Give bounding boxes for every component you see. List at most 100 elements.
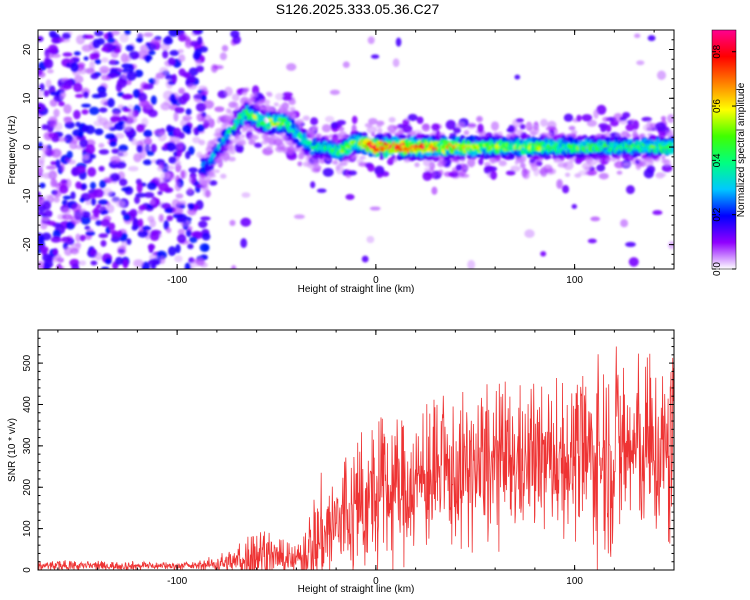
spectrogram-blob [632,120,640,130]
spectrogram-blob [69,139,78,150]
spectrogram-blob [59,184,69,194]
spectrogram-x-tick-label: 0 [373,275,379,286]
spectrogram-blob [202,154,207,159]
spectrogram-blob [581,114,593,122]
spectrogram-blob [42,253,53,262]
spectrogram-blob [118,144,129,153]
spectrogram-blob [414,162,420,168]
spectrogram-blob [402,124,413,134]
spectrogram-blob [140,44,148,53]
spectrogram-blob [201,94,207,102]
spectrogram-blob [176,233,187,244]
spectrogram-blob [81,103,92,108]
snr-y-tick-label: 100 [22,520,33,537]
spectrogram-blob [467,259,476,269]
spectrogram-blob [625,241,636,247]
snr-series-line [38,346,674,570]
spectrogram-blob [361,132,368,138]
spectrogram-blob [133,259,144,268]
spectrogram-blob [254,142,263,148]
spectrogram-blob [379,154,385,160]
spectrogram-blob [98,91,107,98]
spectrogram-blob [495,155,502,160]
spectrogram-blob [138,204,146,211]
spectrogram-blob [140,81,149,91]
spectrogram-blob [632,133,639,137]
snr-background [38,330,674,570]
spectrogram-blob [116,78,127,88]
spectrogram-blob [84,67,95,74]
spectrogram-blob [127,166,139,172]
spectrogram-blob [101,74,109,81]
spectrogram-blob [70,248,79,255]
spectrogram-blob [121,187,131,192]
spectrogram-blob [225,133,231,139]
spectrogram-blob [185,151,191,160]
spectrogram-blob [576,136,584,142]
spectrogram-blob [386,132,392,139]
spectrogram-blob [536,156,542,161]
spectrogram-blob [498,160,507,167]
spectrogram-blob [543,164,553,173]
spectrogram-blob [94,252,103,261]
spectrogram-blob [199,46,208,53]
spectrogram-blob [98,165,105,172]
spectrogram-blob [576,114,582,122]
spectrogram-blob [180,170,186,179]
spectrogram-blob [98,233,109,239]
spectrogram-blob [310,117,319,126]
spectrogram-blob [364,123,373,128]
spectrogram-blob [351,115,358,125]
spectrogram-blob [78,132,84,139]
spectrogram-blob [175,243,181,254]
spectrogram-blob [596,104,607,115]
spectrogram-blob [339,134,346,139]
spectrogram-blob [508,124,515,134]
spectrogram-blob [85,200,92,206]
spectrogram-blob [220,173,227,179]
spectrogram-blob [45,53,54,59]
spectrogram-blob [596,164,606,172]
spectrogram-blob [49,99,58,107]
spectrogram-blob [73,51,81,56]
spectrogram-blob [142,159,152,166]
spectrogram-blob [38,71,46,78]
spectrogram-blob [62,195,72,200]
spectrogram-blob [164,207,174,214]
spectrogram-blob [293,214,305,220]
spectrogram-blob [74,93,84,98]
spectrogram-blob [150,263,157,269]
spectrogram-blob [240,238,248,249]
spectrogram-blob [100,239,107,247]
spectrogram-blob [188,75,196,83]
spectrogram-blob [101,47,109,52]
spectrogram-blob [109,115,121,123]
spectrogram-blob [59,91,66,100]
spectrogram-blob [83,152,90,159]
spectrogram-blob [263,99,271,105]
spectrogram-blob [95,204,102,209]
spectrogram-blob [240,134,246,138]
spectrogram-blob [315,134,323,138]
spectrogram-blob [508,153,515,160]
spectrogram-blob [110,196,121,204]
spectrogram-blob [603,132,611,138]
spectrogram-blob [377,128,383,135]
spectrogram-blob [141,225,152,231]
spectrogram-blob [426,151,432,157]
spectrogram-blob [176,200,187,206]
spectrogram-blob [437,169,444,176]
spectrogram-blob [101,57,109,63]
spectrogram-blob [478,132,484,137]
snr-y-tick-label: 500 [22,354,33,371]
spectrogram-blob [490,121,500,131]
spectrogram-blob [231,138,237,144]
spectrogram-blob [587,238,597,244]
spectrogram-blob [189,236,198,243]
spectrogram-blob [329,89,340,95]
spectrogram-blob [545,126,557,132]
spectrogram-blob [282,92,293,98]
spectrogram-blob [134,69,144,78]
snr-panel: -100 0 100 0 100 200 300 400 500 Height of strai… [7,329,675,595]
